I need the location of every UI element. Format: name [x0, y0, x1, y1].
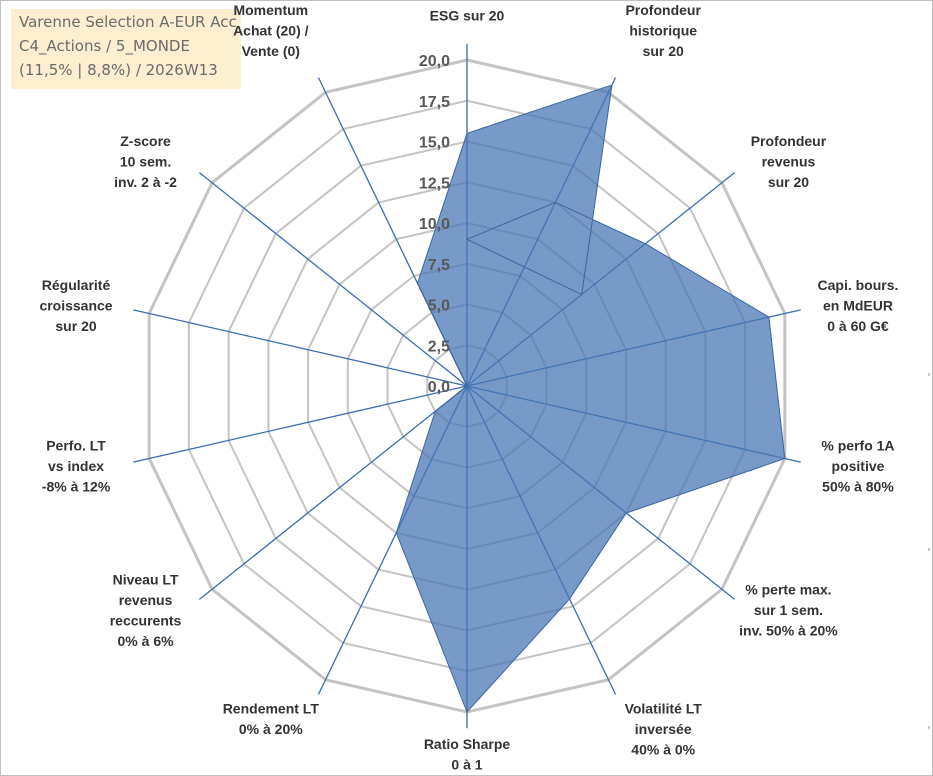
axis-label: Z-score 10 sem. inv. 2 à -2 [114, 133, 177, 190]
radial-tick-label: 20,0 [419, 53, 450, 70]
axis-label-line: croissance [39, 298, 112, 314]
fund-info-box: Varenne Selection A-EUR Acc C4_Actions /… [11, 9, 241, 89]
axis-label: Capi. bours. en MdEUR 0 à 60 G€ [818, 277, 899, 334]
axis-label: % perfo 1A positive 50% à 80% [821, 437, 894, 494]
axis-label-line: Niveau LT [113, 571, 179, 587]
axis-label: Profondeur historique sur 20 [625, 2, 701, 59]
axis-label-line: sur 20 [643, 43, 684, 59]
axis-label: Niveau LT revenus reccurents 0% à 6% [110, 571, 182, 649]
axis-label-line: inversée [635, 721, 692, 737]
radial-tick-label: 12,5 [419, 175, 450, 192]
axis-label: Profondeur revenus sur 20 [751, 133, 827, 190]
axis-label: Rendement LT 0% à 20% [223, 700, 320, 737]
axis-label-line: sur 20 [55, 318, 96, 334]
axis-label-line: Ratio Sharpe [424, 736, 511, 752]
axis-label: % perte max. sur 1 sem. inv. 50% à 20% [739, 582, 838, 639]
axis-label-line: Momentum [233, 2, 308, 18]
axis-label-line: 0 à 1 [451, 757, 482, 773]
axis-label-line: en MdEUR [823, 298, 893, 314]
axis-label: Note ESG sur 20 [430, 0, 505, 24]
axis-spoke [133, 309, 468, 387]
radial-tick-label: 17,5 [419, 94, 450, 111]
axis-label-line: Vente (0) [242, 43, 300, 59]
axis-label-line: -8% à 12% [42, 478, 111, 494]
axis-label-line: 10 sem. [120, 153, 171, 169]
axis-label-line: Profondeur [751, 133, 827, 149]
axis-label: Ratio Sharpe 0 à 1 [424, 736, 511, 773]
axis-label-line: revenus [762, 153, 816, 169]
axis-label-line: inv. 50% à 20% [739, 623, 838, 639]
radial-tick-label: 10,0 [419, 216, 450, 233]
edge-mark [928, 548, 930, 551]
axis-spoke [198, 385, 468, 600]
axis-label-line: Profondeur [625, 2, 701, 18]
radial-tick-label: 15,0 [419, 135, 450, 152]
axis-label-line: sur 1 sem. [754, 602, 823, 618]
axis-label-line: 0% à 6% [118, 633, 175, 649]
axis-label-line: 40% à 0% [631, 741, 695, 757]
radial-tick-labels: 0,0 2,5 5,0 7,5 10,0 12,5 15,0 17,5 20,0 [419, 53, 450, 396]
axis-spoke [133, 385, 468, 463]
axis-category-labels: Note ESG sur 20 Profondeur historique sur 20… [39, 0, 898, 773]
axis-label: Régularité croissance sur 20 [39, 277, 112, 334]
axis-label: Volatilité LT inversée 40% à 0% [625, 700, 703, 757]
axis-label-line: 0% à 20% [239, 721, 303, 737]
axis-label: Perfo. LT vs index -8% à 12% [42, 437, 111, 494]
radar-series [395, 84, 786, 713]
axis-label-line: revenus [119, 592, 173, 608]
axis-label-line: 50% à 80% [822, 478, 894, 494]
radial-tick-label: 2,5 [428, 338, 450, 355]
axis-label-line: 0 à 60 G€ [827, 318, 889, 334]
series-area [395, 84, 786, 713]
axis-label-line: Régularité [42, 277, 111, 293]
axis-label-line: Volatilité LT [625, 700, 703, 716]
axis-label-line: % perfo 1A [821, 437, 894, 453]
axis-label-line: Note [451, 0, 482, 3]
axis-label-line: Rendement LT [223, 700, 320, 716]
radial-tick-label: 0,0 [428, 379, 450, 396]
axis-spoke [198, 172, 468, 387]
radial-tick-label: 7,5 [428, 257, 450, 274]
fund-name: Varenne Selection A-EUR Acc [19, 13, 237, 31]
axis-label-line: positive [832, 458, 885, 474]
axis-label-line: historique [629, 23, 697, 39]
axis-label-line: vs index [48, 458, 104, 474]
axis-label-line: reccurents [110, 612, 182, 628]
axis-label-line: Achat (20) / [233, 23, 309, 39]
axis-label: Momentum Achat (20) / Vente (0) [233, 2, 309, 59]
axis-label-line: % perte max. [745, 582, 831, 598]
edge-mark [928, 726, 930, 729]
axis-label-line: Capi. bours. [818, 277, 899, 293]
axis-label-line: sur 20 [768, 174, 809, 190]
edge-mark [928, 373, 930, 376]
axis-label-line: inv. 2 à -2 [114, 174, 177, 190]
radial-tick-label: 5,0 [428, 298, 450, 315]
axis-label-line: Perfo. LT [46, 437, 106, 453]
axis-label-line: Z-score [120, 133, 171, 149]
axis-label-line: ESG sur 20 [430, 8, 505, 24]
fund-performance-week: (11,5% | 8,8%) / 2026W13 [19, 61, 218, 79]
fund-category: C4_Actions / 5_MONDE [19, 37, 190, 55]
